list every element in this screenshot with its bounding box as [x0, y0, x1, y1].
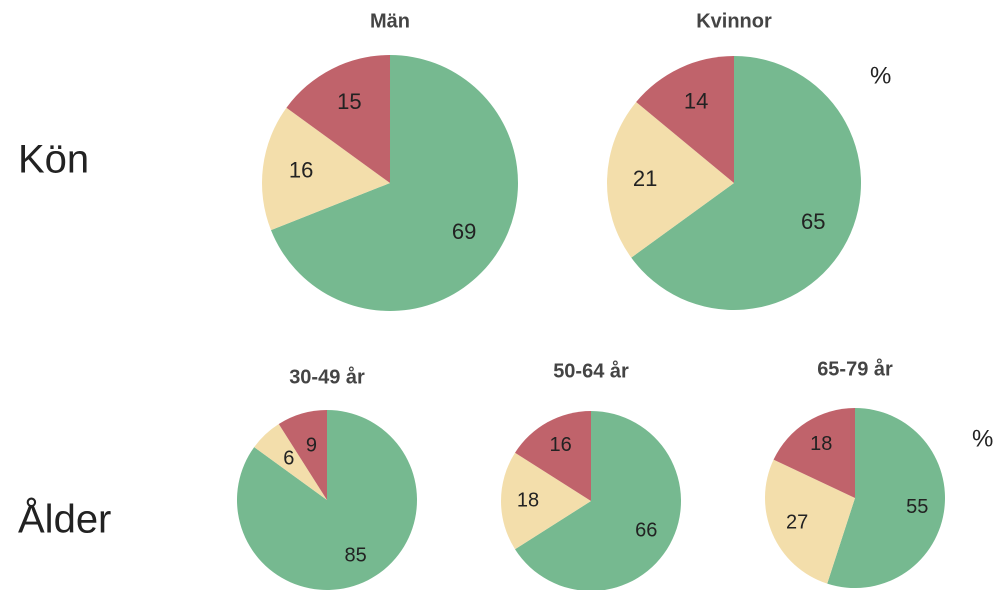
data-label: 16 [550, 434, 572, 456]
data-label: 15 [337, 89, 361, 114]
data-label: 6 [283, 448, 294, 470]
row-label: Kön [18, 138, 89, 182]
chart-title: Kvinnor [696, 10, 772, 32]
data-label: 16 [289, 158, 313, 183]
chart-title: 50-64 år [553, 359, 629, 382]
data-label: 9 [306, 435, 317, 457]
pie-slice [827, 408, 945, 588]
pie-slice [636, 56, 734, 183]
data-label: 14 [684, 88, 708, 113]
data-label: 85 [344, 544, 366, 566]
data-label: 18 [810, 433, 832, 455]
data-label: 69 [452, 219, 476, 244]
pie-slice [607, 102, 734, 258]
data-label: 18 [517, 489, 539, 511]
pie-slice [237, 410, 417, 590]
chart-title: 30-49 år [289, 365, 365, 388]
pie-slice [262, 107, 390, 231]
chart-title: Män [370, 10, 410, 32]
pie-slice [501, 452, 591, 550]
unit-label: % [870, 62, 891, 89]
pie-slice [515, 411, 681, 590]
pie-slice [254, 424, 327, 500]
data-label: 21 [633, 166, 657, 191]
unit-label: % [972, 425, 993, 452]
pie-slice [631, 56, 861, 310]
pie-slice [270, 55, 518, 311]
row-label: Ålder [18, 497, 111, 542]
data-label: 66 [635, 520, 657, 542]
chart-title: 65-79 år [817, 357, 893, 380]
pie-slice [773, 408, 855, 498]
data-label: 65 [801, 209, 825, 234]
pie-slice [286, 55, 390, 183]
pie-slice [764, 459, 855, 584]
data-label: 55 [906, 496, 928, 518]
pie-slice [515, 411, 591, 501]
data-label: 27 [786, 511, 808, 533]
pie-slice [278, 410, 327, 500]
